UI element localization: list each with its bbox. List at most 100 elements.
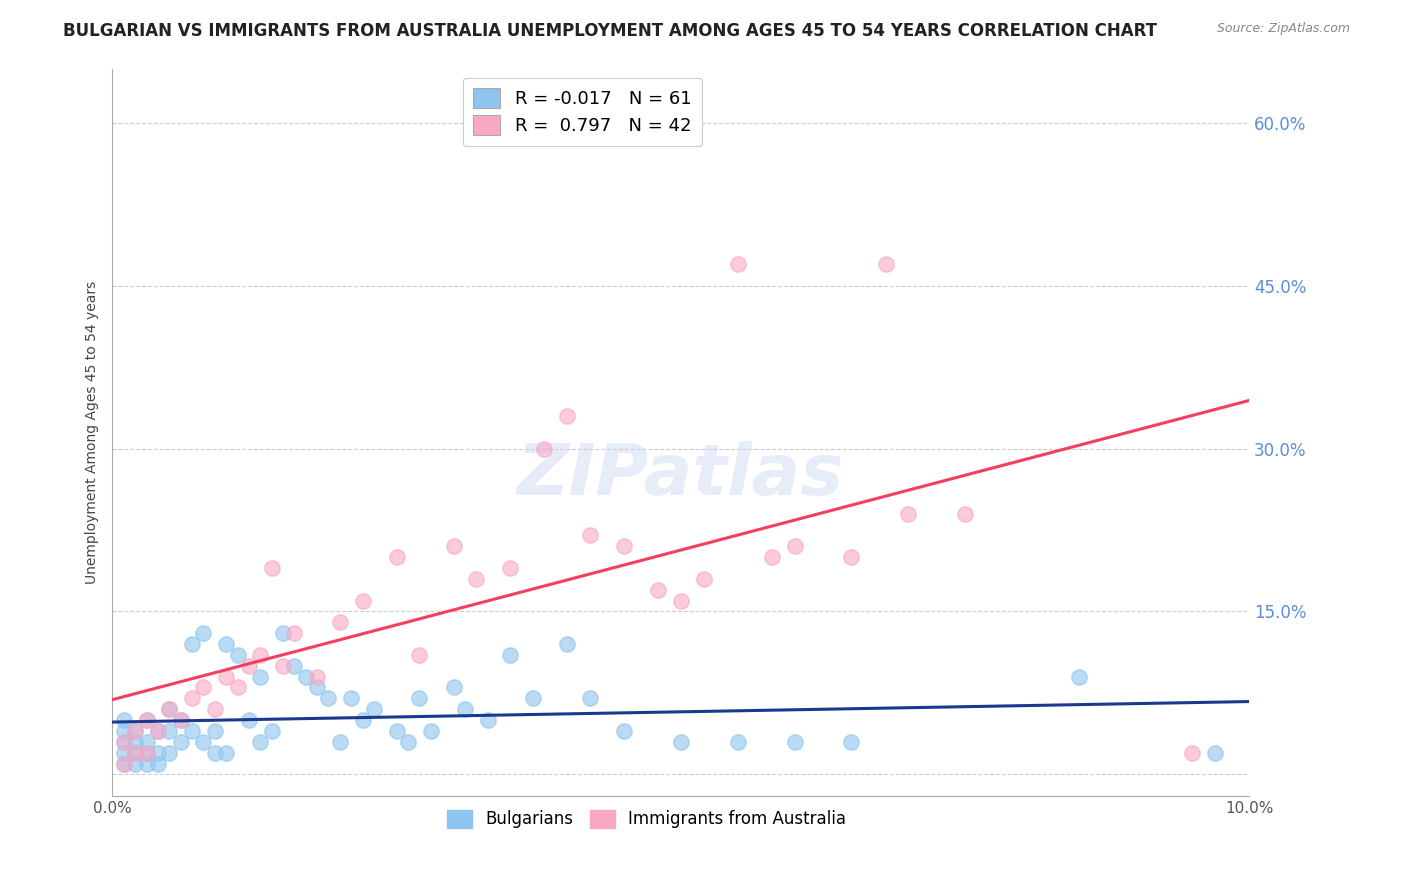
Point [181,637,204,651]
Point [385,550,408,565]
Point [555,637,578,651]
Point [135,713,157,727]
Point [157,702,180,716]
Point [499,648,522,662]
Point [613,539,636,553]
Point [215,637,238,651]
Point [112,746,135,760]
Point [204,702,226,716]
Point [170,713,193,727]
Point [260,723,283,738]
Text: BULGARIAN VS IMMIGRANTS FROM AUSTRALIA UNEMPLOYMENT AMONG AGES 45 TO 54 YEARS CO: BULGARIAN VS IMMIGRANTS FROM AUSTRALIA U… [63,22,1157,40]
Point [124,756,146,771]
Point [647,582,669,597]
Point [761,550,783,565]
Point [841,550,863,565]
Point [352,713,374,727]
Point [669,593,692,607]
Point [669,735,692,749]
Point [408,691,430,706]
Point [112,756,135,771]
Point [385,723,408,738]
Point [727,257,749,271]
Point [443,681,465,695]
Point [1204,746,1226,760]
Point [579,528,602,542]
Point [363,702,385,716]
Point [157,702,180,716]
Point [419,723,441,738]
Point [249,670,271,684]
Point [193,735,215,749]
Point [181,723,204,738]
Point [1067,670,1090,684]
Point [249,735,271,749]
Point [897,507,920,521]
Point [226,648,249,662]
Point [226,681,249,695]
Point [783,539,806,553]
Point [146,723,169,738]
Point [135,746,157,760]
Point [307,681,329,695]
Point [124,723,146,738]
Point [465,572,488,586]
Point [135,713,157,727]
Point [522,691,544,706]
Point [283,626,305,640]
Point [181,691,204,706]
Point [953,507,976,521]
Point [352,593,374,607]
Point [157,723,180,738]
Point [875,257,897,271]
Point [135,756,157,771]
Point [193,626,215,640]
Point [283,658,305,673]
Point [271,626,294,640]
Text: Source: ZipAtlas.com: Source: ZipAtlas.com [1216,22,1350,36]
Point [692,572,714,586]
Point [124,735,146,749]
Point [112,756,135,771]
Point [271,658,294,673]
Point [408,648,430,662]
Point [112,735,135,749]
Point [329,615,352,630]
Point [124,723,146,738]
Legend: Bulgarians, Immigrants from Australia: Bulgarians, Immigrants from Australia [440,803,853,835]
Point [443,539,465,553]
Point [157,746,180,760]
Point [215,670,238,684]
Point [555,409,578,423]
Point [249,648,271,662]
Point [112,713,135,727]
Point [146,723,169,738]
Point [146,746,169,760]
Point [112,735,135,749]
Point [533,442,555,456]
Y-axis label: Unemployment Among Ages 45 to 54 years: Unemployment Among Ages 45 to 54 years [86,281,100,584]
Point [124,746,146,760]
Point [112,723,135,738]
Point [135,735,157,749]
Point [238,658,260,673]
Point [146,756,169,771]
Point [579,691,602,706]
Point [329,735,352,749]
Point [477,713,499,727]
Point [727,735,749,749]
Point [396,735,419,749]
Point [499,561,522,575]
Point [294,670,316,684]
Point [124,746,146,760]
Point [238,713,260,727]
Point [215,746,238,760]
Point [260,561,283,575]
Point [841,735,863,749]
Point [193,681,215,695]
Point [318,691,340,706]
Point [170,735,193,749]
Point [454,702,477,716]
Point [204,723,226,738]
Point [613,723,636,738]
